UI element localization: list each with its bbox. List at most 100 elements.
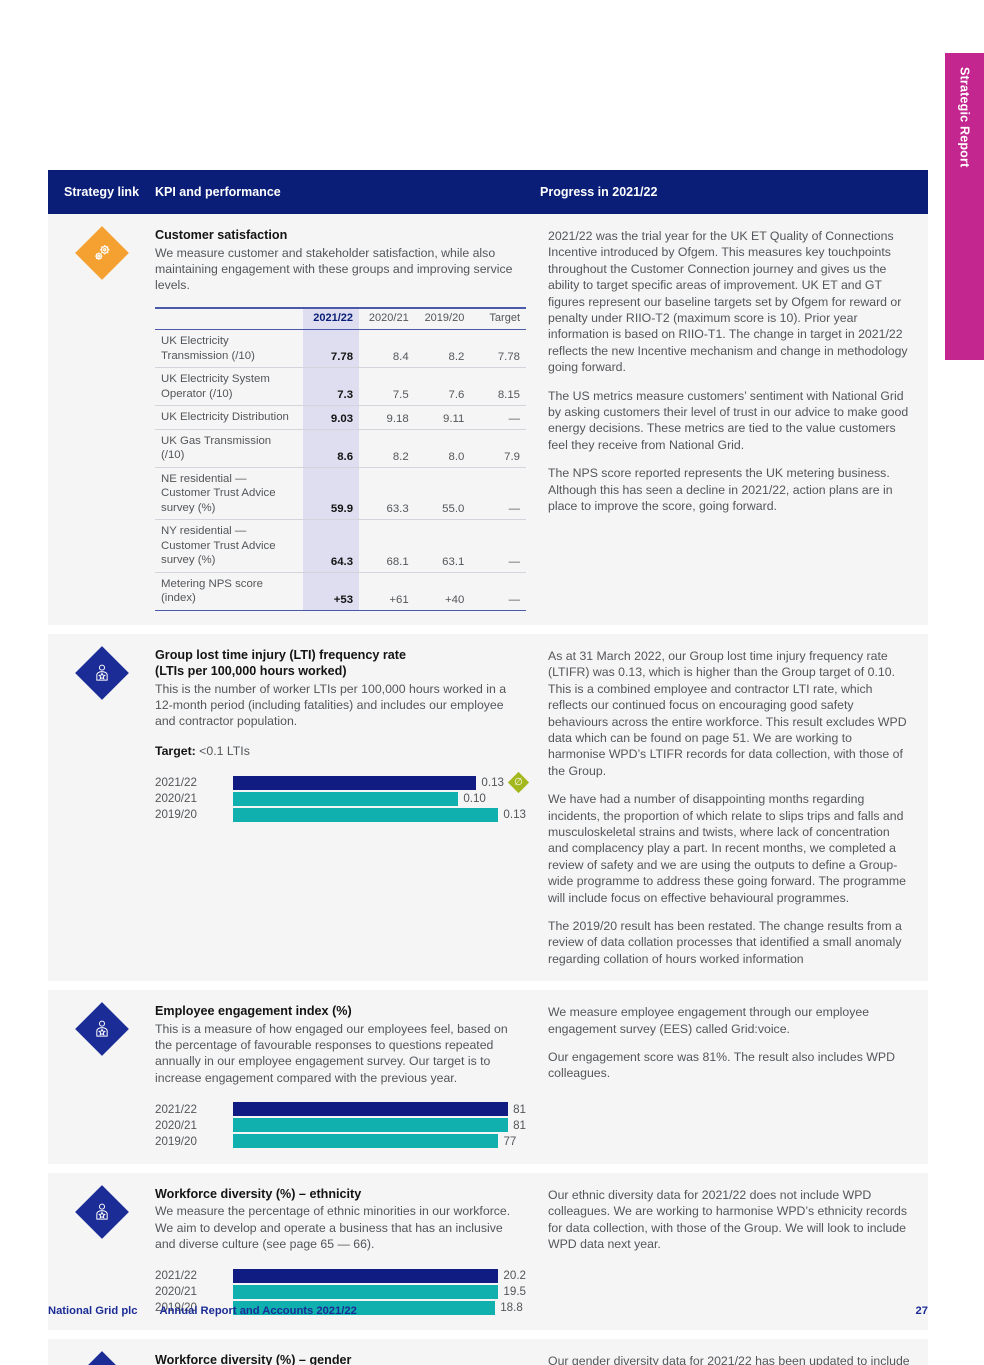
cell-2021-22: +53: [303, 572, 360, 611]
progress-cell: We measure employee engagement through o…: [548, 1004, 928, 1150]
cell-2021-22: 64.3: [303, 519, 360, 573]
bar-track: 20.2: [233, 1268, 526, 1283]
bar-value-label: 20.2: [503, 1269, 526, 1283]
kpi-description: We measure the percentage of ethnic mino…: [155, 1204, 511, 1251]
kpi-title: Employee engagement index (%): [155, 1004, 352, 1019]
lti-bar-chart: 2021/22 0.13 ∅ 2020/21 0.10: [155, 771, 530, 822]
page-footer: National Grid plc Annual Report and Acco…: [48, 1305, 928, 1317]
progress-paragraph: Our engagement score was 81%. The result…: [548, 1050, 895, 1081]
cell-target: 7.78: [470, 329, 526, 369]
footer-document: Annual Report and Accounts 2021/22: [159, 1305, 357, 1317]
col-header-blank: [155, 307, 304, 331]
kpi-cell: Customer satisfaction We measure custome…: [155, 228, 548, 611]
progress-paragraph: Our ethnic diversity data for 2021/22 do…: [548, 1187, 908, 1252]
col-header-target: Target: [470, 307, 526, 331]
cell-2020-21: 63.3: [359, 467, 415, 521]
row-label: UK Electricity Distribution: [155, 405, 304, 430]
bar-value-label: 18.8: [500, 1301, 523, 1315]
table-column-headers: 2021/22 2020/21 2019/20 Target: [155, 307, 526, 331]
footer-company: National Grid plc: [48, 1305, 138, 1317]
cell-target: —: [470, 405, 526, 430]
table-row: UK Electricity System Operator (/10) 7.3…: [155, 367, 526, 407]
kpi-row-diversity-ethnicity: Workforce diversity (%) – ethnicity We m…: [48, 1172, 928, 1331]
progress-cell: Our ethnic diversity data for 2021/22 do…: [548, 1187, 928, 1316]
kpi-cell: Employee engagement index (%) This is a …: [155, 1004, 548, 1150]
cell-2020-21: 8.4: [359, 329, 415, 369]
bar-track: 19.5: [233, 1284, 526, 1299]
row-label: Metering NPS score (index): [155, 572, 304, 611]
bar-value-label: 19.5: [503, 1285, 526, 1299]
chart-row: 2021/22 0.13 ∅: [155, 771, 530, 794]
table-row: UK Gas Transmission (/10) 8.6 8.2 8.0 7.…: [155, 429, 526, 468]
progress-paragraph: We measure employee engagement through o…: [548, 1005, 870, 1036]
progress-paragraph: Our gender diversity data for 2021/22 ha…: [548, 1354, 910, 1365]
progress-cell: Our gender diversity data for 2021/22 ha…: [548, 1353, 928, 1365]
cell-2021-22: 9.03: [303, 405, 360, 430]
person-star-diamond-icon: [74, 1002, 129, 1057]
bar-2019-20: [233, 1134, 499, 1149]
cell-2019-20: 55.0: [414, 467, 471, 521]
bar-category-label: 2021/22: [155, 1102, 197, 1116]
bar-value-label: 77: [503, 1134, 517, 1148]
chart-row: 2020/21 19.5: [155, 1284, 526, 1299]
side-tab-label: Strategic Report: [957, 67, 972, 168]
header-progress: Progress in 2021/22: [540, 185, 658, 199]
ethnicity-bar-chart: 2021/22 20.2 2020/21 19.5: [155, 1268, 526, 1315]
progress-paragraph: 2021/22 was the trial year for the UK ET…: [548, 229, 908, 375]
cell-2021-22: 7.78: [303, 329, 360, 369]
kpi-title-line2: (LTIs per 100,000 hours worked): [155, 664, 347, 679]
kpi-title: Workforce diversity (%) – ethnicity: [155, 1186, 362, 1201]
bar-track: 81: [233, 1102, 526, 1117]
kpi-description: This is the number of worker LTIs per 10…: [155, 681, 507, 729]
bar-value-label: 0.13: [481, 776, 504, 790]
cell-2021-22: 59.9: [303, 467, 360, 521]
cell-2019-20: +40: [414, 572, 471, 611]
bar-category-label: 2020/21: [155, 792, 197, 806]
kpi-cell: Workforce diversity (%) – gender We meas…: [155, 1353, 548, 1365]
bar-category-label: 2021/22: [155, 1269, 197, 1283]
bar-track: 0.13 ∅: [233, 771, 530, 794]
bar-2021-22: [233, 1268, 499, 1283]
bar-2021-22: [233, 775, 477, 790]
bar-category-label: 2020/21: [155, 1118, 197, 1132]
bar-category-label: 2020/21: [155, 1285, 197, 1299]
header-kpi-performance: KPI and performance: [155, 185, 281, 199]
kpi-cell: Workforce diversity (%) – ethnicity We m…: [155, 1187, 548, 1316]
cell-2019-20: 8.2: [414, 329, 471, 369]
col-header-2019-20: 2019/20: [414, 307, 471, 331]
bar-category-label: 2019/20: [155, 808, 197, 822]
bar-track: 18.8: [233, 1300, 526, 1315]
kpi-target-value: <0.1 LTIs: [195, 743, 250, 758]
strategy-link-cell: [48, 1351, 155, 1365]
progress-paragraph: We have had a number of disappointing mo…: [548, 792, 906, 905]
cell-2019-20: 7.6: [414, 367, 471, 407]
cell-2019-20: 9.11: [414, 405, 471, 430]
kpi-row-diversity-gender: Workforce diversity (%) – gender We meas…: [48, 1339, 928, 1365]
cell-2020-21: 9.18: [359, 405, 415, 430]
progress-paragraph: The NPS score reported represents the UK…: [548, 466, 893, 514]
header-strategy-link: Strategy link: [64, 185, 140, 199]
chart-row: 2020/21 0.10: [155, 791, 526, 806]
bar-2019-20: [233, 1300, 496, 1315]
chart-row: 2020/21 81: [155, 1118, 526, 1133]
bar-2020-21: [233, 791, 459, 806]
kpi-row-customer-satisfaction: Customer satisfaction We measure custome…: [48, 214, 928, 625]
table-row: UK Electricity Transmission (/10) 7.78 8…: [155, 329, 526, 369]
person-star-diamond-icon: [74, 1351, 129, 1365]
col-header-2020-21: 2020/21: [359, 307, 415, 331]
customer-satisfaction-table: 2021/22 2020/21 2019/20 Target UK Electr…: [155, 307, 526, 611]
engagement-bar-chart: 2021/22 81 2020/21 81: [155, 1102, 526, 1149]
row-label: UK Gas Transmission (/10): [155, 429, 304, 468]
gears-diamond-icon: [74, 226, 129, 280]
chart-row: 2019/20 18.8: [155, 1300, 526, 1315]
strategy-link-cell: [48, 226, 155, 611]
table-row: NY residential — Customer Trust Advice s…: [155, 519, 526, 573]
table-row: NE residential — Customer Trust Advice s…: [155, 467, 526, 521]
cell-target: 8.15: [470, 367, 526, 407]
bar-value-label: 0.13: [503, 808, 526, 822]
bar-2019-20: [233, 807, 499, 822]
kpi-description: This is a measure of how engaged our emp…: [155, 1021, 508, 1085]
bar-2020-21: [233, 1118, 509, 1133]
kpi-table: Strategy link KPI and performance Progre…: [48, 170, 928, 1365]
